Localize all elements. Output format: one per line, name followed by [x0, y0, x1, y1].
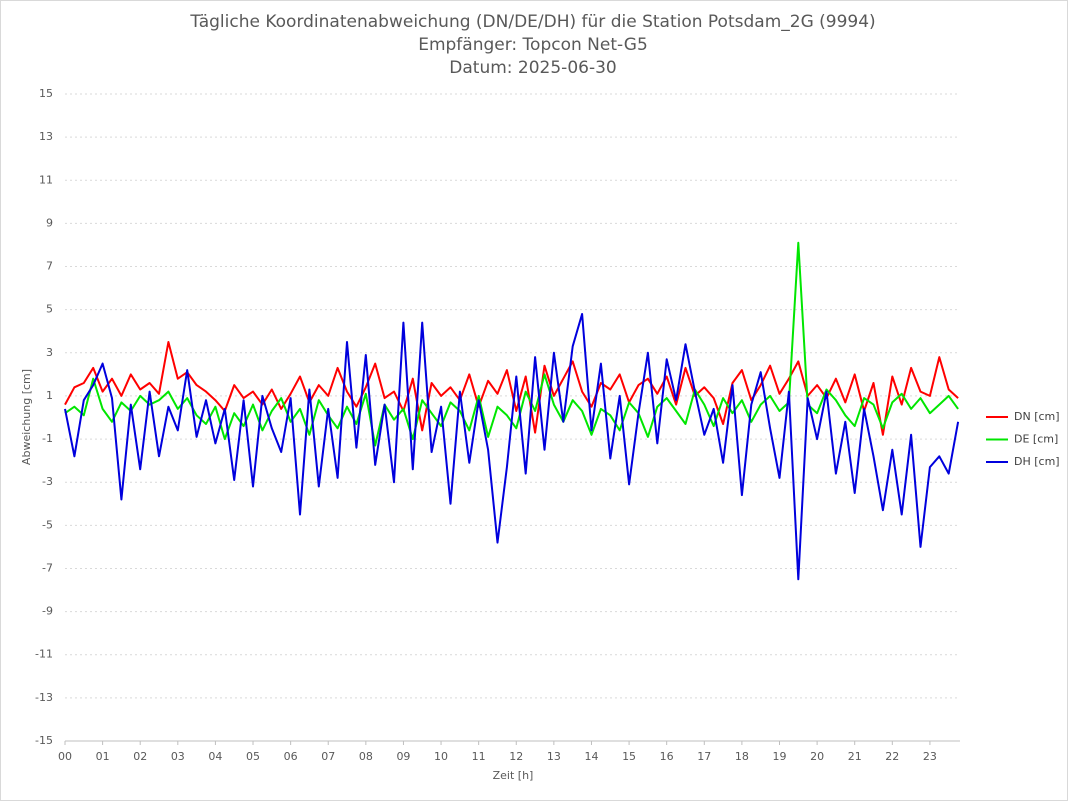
x-tick-label: 05 — [246, 750, 260, 763]
y-tick-label: 7 — [46, 260, 53, 273]
legend-label: DE [cm] — [1014, 433, 1058, 446]
x-tick-label: 22 — [885, 750, 899, 763]
x-tick-label: 00 — [58, 750, 72, 763]
x-tick-label: 11 — [472, 750, 486, 763]
y-tick-label: -11 — [35, 648, 53, 661]
y-tick-label: 13 — [39, 130, 53, 143]
chart-subtitle: Empfänger: Topcon Net-G5 — [418, 35, 648, 55]
x-tick-label: 14 — [584, 750, 598, 763]
y-tick-label: 1 — [46, 389, 53, 402]
y-tick-label: 11 — [39, 173, 53, 186]
x-tick-label: 15 — [622, 750, 636, 763]
y-tick-label: 3 — [46, 346, 53, 359]
chart-subtitle: Datum: 2025-06-30 — [449, 58, 616, 78]
x-tick-label: 10 — [434, 750, 448, 763]
x-tick-label: 06 — [284, 750, 298, 763]
x-tick-label: 01 — [96, 750, 110, 763]
y-tick-label: -9 — [42, 605, 53, 618]
y-tick-label: -5 — [42, 518, 53, 531]
legend-label: DH [cm] — [1014, 455, 1060, 468]
y-tick-label: -13 — [35, 691, 53, 704]
y-tick-label: 15 — [39, 87, 53, 100]
x-tick-label: 19 — [772, 750, 786, 763]
x-tick-label: 16 — [660, 750, 674, 763]
x-axis-title: Zeit [h] — [493, 769, 534, 782]
y-tick-label: -3 — [42, 475, 53, 488]
y-tick-label: -7 — [42, 561, 53, 574]
x-tick-label: 20 — [810, 750, 824, 763]
x-tick-label: 09 — [396, 750, 410, 763]
x-tick-label: 08 — [359, 750, 373, 763]
legend-label: DN [cm] — [1014, 410, 1060, 423]
x-tick-label: 17 — [697, 750, 711, 763]
y-tick-label: -15 — [35, 734, 53, 747]
data-line — [64, 341, 959, 436]
y-tick-label: -1 — [42, 432, 53, 445]
y-axis-title: Abweichung [cm] — [20, 369, 33, 465]
x-tick-label: 23 — [923, 750, 937, 763]
x-tick-label: 02 — [133, 750, 147, 763]
x-tick-label: 21 — [848, 750, 862, 763]
y-tick-label: 5 — [46, 303, 53, 316]
x-tick-label: 12 — [509, 750, 523, 763]
x-tick-label: 03 — [171, 750, 185, 763]
x-tick-label: 18 — [735, 750, 749, 763]
data-line — [64, 313, 960, 581]
x-tick-label: 04 — [208, 750, 222, 763]
y-tick-label: 9 — [46, 216, 53, 229]
x-tick-label: 13 — [547, 750, 561, 763]
x-tick-label: 07 — [321, 750, 335, 763]
chart-title: Tägliche Koordinatenabweichung (DN/DE/DH… — [189, 12, 875, 32]
